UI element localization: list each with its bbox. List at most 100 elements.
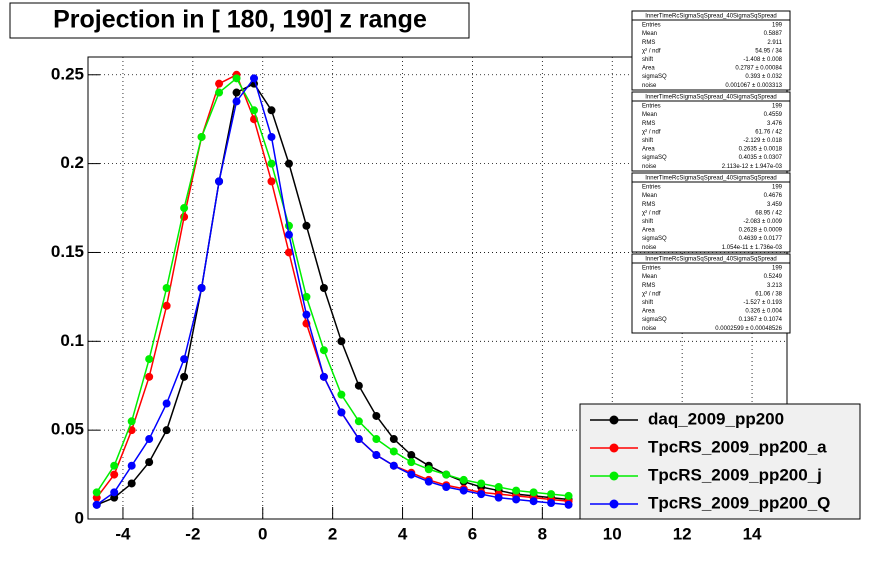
data-point: [337, 408, 346, 417]
data-point: [477, 490, 486, 499]
data-point: [302, 221, 311, 230]
stats-box: [631, 10, 791, 91]
data-point: [407, 451, 416, 460]
stats-value: 0.326 ± 0.004: [745, 309, 782, 315]
stats-value: 0.001067 ± 0.003313: [725, 83, 782, 89]
stats-value: 0.0002599 ± 0.00048526: [715, 326, 782, 332]
data-point: [302, 292, 311, 301]
data-point: [319, 346, 328, 355]
stats-label: χ² / ndf: [642, 210, 661, 216]
chart-title: Projection in [ 180, 190] z range: [53, 6, 427, 34]
y-tick-label: 0.1: [60, 331, 84, 350]
stats-label: Area: [642, 309, 655, 315]
data-point: [477, 479, 486, 488]
data-point: [337, 337, 346, 346]
stats-value: 0.2628 ± 0.0009: [739, 228, 783, 234]
stats-box: [631, 253, 791, 334]
x-tick-label: 10: [603, 524, 622, 543]
data-point: [110, 461, 119, 470]
stats-value: 61.76 / 42: [755, 129, 782, 135]
x-tick-label: 14: [743, 524, 762, 543]
data-point: [110, 488, 119, 497]
data-point: [145, 355, 154, 364]
stats-title: InnerTimeRcSigmaSqSpread_40SigmaSqSpread: [645, 95, 777, 101]
data-point: [442, 470, 451, 479]
stats-label: Entries: [642, 266, 661, 272]
stats-label: shift: [642, 300, 653, 306]
stats-label: sigmaSQ: [642, 317, 667, 323]
data-point: [92, 488, 101, 497]
data-point: [284, 230, 293, 239]
data-point: [389, 461, 398, 470]
data-point: [232, 74, 241, 83]
stats-value: 61.06 / 38: [755, 291, 782, 297]
data-point: [459, 475, 468, 484]
stats-label: Area: [642, 66, 655, 72]
stats-label: χ² / ndf: [642, 291, 661, 297]
data-point: [145, 458, 154, 467]
stats-label: Entries: [642, 23, 661, 29]
legend-marker: [609, 443, 619, 453]
data-point: [162, 284, 171, 292]
stats-title: InnerTimeRcSigmaSqSpread_40SigmaSqSpread: [645, 176, 777, 182]
stats-value: -1.408 ± 0.008: [743, 57, 782, 63]
data-point: [284, 159, 293, 168]
stats-value: 0.5249: [764, 274, 783, 280]
data-point: [162, 426, 171, 435]
stats-value: 0.1367 ± 0.1074: [739, 317, 783, 323]
stats-value: 199: [772, 185, 783, 191]
data-point: [197, 132, 206, 141]
stats-value: 1.054e-11 ± 1.736e-03: [722, 245, 783, 251]
stats-label: Entries: [642, 185, 661, 191]
legend-label: TpcRS_2009_pp200_a: [648, 437, 827, 456]
data-point: [162, 399, 171, 408]
stats-value: 2.911: [767, 40, 782, 46]
stats-label: sigmaSQ: [642, 236, 667, 242]
data-point: [319, 372, 328, 381]
data-point: [145, 435, 154, 444]
data-point: [372, 435, 381, 444]
stats-label: shift: [642, 219, 653, 225]
stats-box: [631, 172, 791, 253]
data-point: [250, 106, 259, 115]
stats-value: 0.4035 ± 0.0307: [739, 155, 783, 161]
data-point: [372, 411, 381, 420]
data-point: [529, 497, 538, 506]
data-point: [267, 159, 276, 168]
stats-label: RMS: [642, 121, 655, 127]
stats-value: -1.527 ± 0.193: [743, 300, 782, 306]
stats-value: 199: [772, 266, 783, 272]
stats-label: Entries: [642, 104, 661, 110]
series-line: [96, 77, 569, 497]
data-point: [267, 177, 276, 186]
data-point: [494, 483, 503, 492]
stats-label: noise: [642, 326, 657, 332]
stats-label: RMS: [642, 283, 655, 289]
stats-value: 0.2787 ± 0.00084: [735, 66, 782, 72]
data-point: [354, 435, 363, 444]
y-tick-label: 0.15: [51, 242, 84, 261]
y-tick-label: 0.2: [60, 153, 84, 172]
data-point: [389, 447, 398, 456]
data-point: [564, 500, 573, 509]
stats-value: 199: [772, 104, 783, 110]
stats-label: shift: [642, 57, 653, 63]
stats-value: 3.459: [767, 202, 783, 208]
stats-value: 0.393 ± 0.032: [745, 74, 782, 80]
data-point: [354, 381, 363, 390]
stats-label: noise: [642, 83, 657, 89]
stats-box: [631, 91, 791, 172]
y-tick-label: 0.25: [51, 64, 84, 83]
data-point: [372, 451, 381, 460]
data-point: [232, 88, 241, 97]
title-box: [9, 2, 470, 39]
data-point: [232, 97, 241, 106]
data-point: [442, 483, 451, 492]
stats-label: Mean: [642, 193, 657, 199]
stats-value: 0.4676: [764, 193, 783, 199]
data-point: [407, 470, 416, 479]
stats-value: 0.4559: [764, 112, 783, 118]
stats-label: RMS: [642, 40, 655, 46]
legend-marker: [609, 499, 619, 509]
